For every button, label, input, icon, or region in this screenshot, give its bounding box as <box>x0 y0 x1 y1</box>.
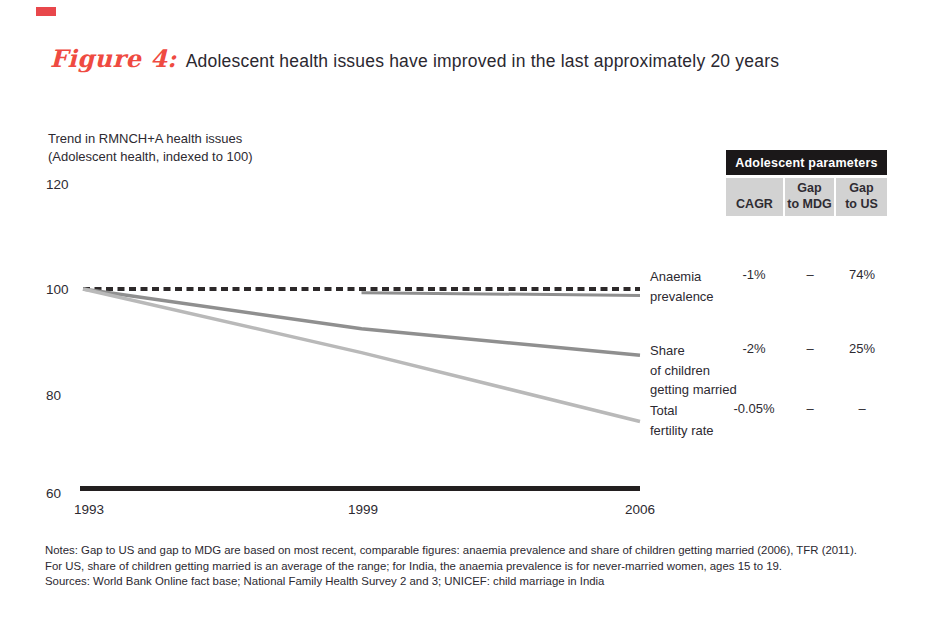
x-tick-1993: 1993 <box>74 502 104 517</box>
table-title-adolescent-parameters: Adolescent parameters <box>726 150 887 175</box>
figure-page: Figure 4: Adolescent health issues have … <box>0 0 950 641</box>
column-header-line: to MDG <box>787 197 831 213</box>
footnotes: Notes: Gap to US and gap to MDG are base… <box>45 543 925 590</box>
series-label-line: getting married <box>650 380 750 400</box>
series-line-tfr <box>83 289 640 422</box>
series-label-line: prevalence <box>650 287 750 307</box>
cell-share-gap-us: 25% <box>849 341 875 356</box>
x-tick-2006: 2006 <box>625 502 655 517</box>
cell-tfr-cagr: -0.05% <box>733 401 774 416</box>
series-label-line: Share <box>650 341 750 361</box>
table-column-header-gap-to-us: Gap to US <box>836 178 887 216</box>
series-label-line: Anaemia <box>650 267 750 287</box>
column-header-line: Gap <box>849 181 873 197</box>
table-column-header-cagr: CAGR <box>726 178 783 216</box>
column-header-line: CAGR <box>736 197 773 213</box>
cell-share-cagr: -2% <box>742 341 765 356</box>
cell-anaemia-cagr: -1% <box>742 267 765 282</box>
x-axis-line <box>80 486 640 491</box>
column-header-line: to US <box>845 197 878 213</box>
footnote-line-2: For US, share of children getting marrie… <box>45 559 925 575</box>
cell-tfr-gap-mdg: – <box>806 401 813 416</box>
footnote-line-3: Sources: World Bank Online fact base; Na… <box>45 574 925 590</box>
cell-share-gap-mdg: – <box>806 341 813 356</box>
table-column-header-gap-to-mdg: Gap to MDG <box>785 178 834 216</box>
column-header-line: Gap <box>797 181 821 197</box>
x-tick-1999: 1999 <box>348 502 378 517</box>
series-line-share-married <box>83 289 640 355</box>
cell-tfr-gap-us: – <box>858 401 865 416</box>
cell-anaemia-gap-mdg: – <box>806 267 813 282</box>
cell-anaemia-gap-us: 74% <box>849 267 875 282</box>
series-label-share-married: Share of children getting married <box>650 341 750 400</box>
series-label-line: fertility rate <box>650 421 750 441</box>
series-label-line: of children <box>650 361 750 381</box>
series-line-anaemia-observed <box>362 293 641 296</box>
footnote-line-1: Notes: Gap to US and gap to MDG are base… <box>45 543 925 559</box>
series-label-anaemia-prevalence: Anaemia prevalence <box>650 267 750 306</box>
